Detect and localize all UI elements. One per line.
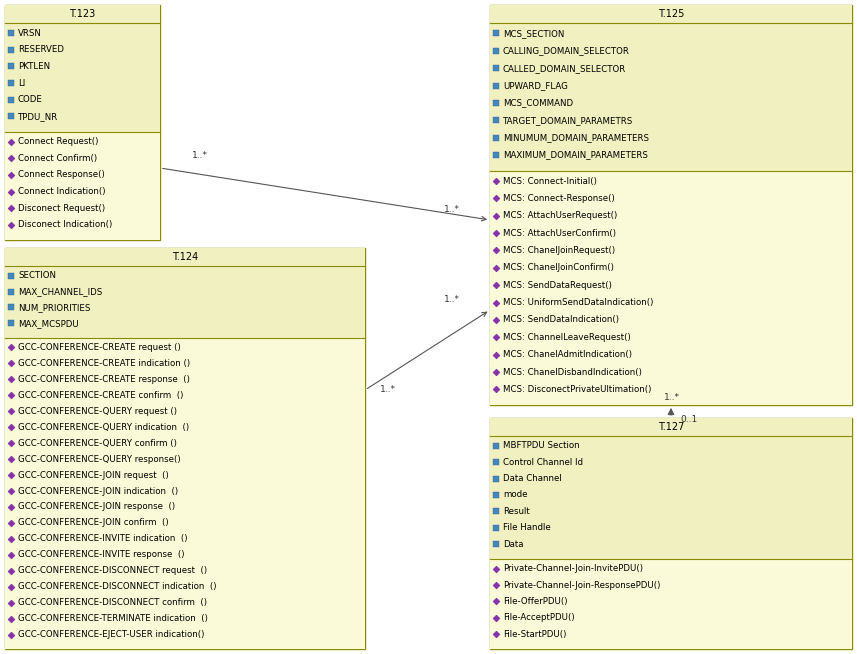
Text: MCS_SECTION: MCS_SECTION bbox=[503, 29, 565, 38]
Text: GCC-CONFERENCE-QUERY request (): GCC-CONFERENCE-QUERY request () bbox=[18, 407, 177, 416]
Text: MCS: ChanelAdmitIndication(): MCS: ChanelAdmitIndication() bbox=[503, 350, 632, 359]
Text: GCC-CONFERENCE-DISCONNECT confirm  (): GCC-CONFERENCE-DISCONNECT confirm () bbox=[18, 598, 207, 607]
Bar bbox=[490, 171, 852, 405]
Text: MCS: DisconectPrivateUltimation(): MCS: DisconectPrivateUltimation() bbox=[503, 385, 651, 394]
Text: VRSN: VRSN bbox=[18, 29, 42, 37]
Text: MCS: ChanelJoinRequest(): MCS: ChanelJoinRequest() bbox=[503, 246, 615, 255]
Text: CODE: CODE bbox=[18, 95, 43, 104]
Text: MCS_COMMAND: MCS_COMMAND bbox=[503, 98, 573, 107]
Text: 0..1: 0..1 bbox=[680, 415, 698, 424]
Text: GCC-CONFERENCE-QUERY confirm (): GCC-CONFERENCE-QUERY confirm () bbox=[18, 439, 177, 447]
Text: UPWARD_FLAG: UPWARD_FLAG bbox=[503, 81, 568, 90]
Text: MCS: SendDataIndication(): MCS: SendDataIndication() bbox=[503, 315, 619, 324]
Bar bbox=[5, 248, 365, 266]
Text: Data Channel: Data Channel bbox=[503, 474, 561, 483]
Text: GCC-CONFERENCE-DISCONNECT indication  (): GCC-CONFERENCE-DISCONNECT indication () bbox=[18, 582, 217, 591]
Text: GCC-CONFERENCE-JOIN indication  (): GCC-CONFERENCE-JOIN indication () bbox=[18, 487, 178, 496]
Text: MCS: ChanelDisbandIndication(): MCS: ChanelDisbandIndication() bbox=[503, 368, 642, 377]
Text: MCS: SendDataRequest(): MCS: SendDataRequest() bbox=[503, 281, 612, 290]
Text: File-AcceptPDU(): File-AcceptPDU() bbox=[503, 613, 575, 623]
Text: MINUMUM_DOMAIN_PARAMETERS: MINUMUM_DOMAIN_PARAMETERS bbox=[503, 133, 649, 142]
Bar bbox=[5, 338, 365, 649]
Bar bbox=[5, 23, 160, 131]
Bar bbox=[5, 131, 160, 240]
Text: File-OfferPDU(): File-OfferPDU() bbox=[503, 597, 567, 606]
Text: NUM_PRIORITIES: NUM_PRIORITIES bbox=[18, 303, 90, 312]
Bar bbox=[490, 559, 852, 649]
Text: GCC-CONFERENCE-JOIN request  (): GCC-CONFERENCE-JOIN request () bbox=[18, 471, 169, 479]
Text: MBFTPDU Section: MBFTPDU Section bbox=[503, 441, 579, 451]
Text: TARGET_DOMAIN_PARAMETRS: TARGET_DOMAIN_PARAMETRS bbox=[503, 116, 633, 125]
Text: Disconect Indication(): Disconect Indication() bbox=[18, 220, 112, 230]
Text: GCC-CONFERENCE-CREATE response  (): GCC-CONFERENCE-CREATE response () bbox=[18, 375, 190, 384]
Text: MCS: AttachUserRequest(): MCS: AttachUserRequest() bbox=[503, 211, 617, 220]
Text: File Handle: File Handle bbox=[503, 523, 551, 532]
Text: Connect Indication(): Connect Indication() bbox=[18, 187, 105, 196]
Text: 1..*: 1..* bbox=[380, 385, 396, 394]
Bar bbox=[490, 418, 852, 436]
Bar bbox=[5, 266, 365, 338]
Text: 1..*: 1..* bbox=[444, 296, 460, 305]
Text: Connect Confirm(): Connect Confirm() bbox=[18, 154, 97, 163]
Text: TPDU_NR: TPDU_NR bbox=[18, 112, 58, 121]
Text: GCC-CONFERENCE-JOIN response  (): GCC-CONFERENCE-JOIN response () bbox=[18, 502, 175, 511]
Text: GCC-CONFERENCE-QUERY indication  (): GCC-CONFERENCE-QUERY indication () bbox=[18, 422, 189, 432]
Text: GCC-CONFERENCE-INVITE response  (): GCC-CONFERENCE-INVITE response () bbox=[18, 551, 184, 559]
Text: MCS: ChannelLeaveRequest(): MCS: ChannelLeaveRequest() bbox=[503, 333, 631, 342]
Text: CALLED_DOMAIN_SELECTOR: CALLED_DOMAIN_SELECTOR bbox=[503, 63, 626, 73]
Text: SECTION: SECTION bbox=[18, 271, 56, 280]
Text: Private-Channel-Join-ResponsePDU(): Private-Channel-Join-ResponsePDU() bbox=[503, 581, 661, 590]
Text: CALLING_DOMAIN_SELECTOR: CALLING_DOMAIN_SELECTOR bbox=[503, 46, 630, 56]
Text: Result: Result bbox=[503, 507, 530, 516]
Text: LI: LI bbox=[18, 78, 25, 88]
Text: Private-Channel-Join-InvitePDU(): Private-Channel-Join-InvitePDU() bbox=[503, 564, 643, 573]
Text: 1..*: 1..* bbox=[664, 394, 680, 402]
Text: GCC-CONFERENCE-INVITE indication  (): GCC-CONFERENCE-INVITE indication () bbox=[18, 534, 188, 543]
Text: GCC-CONFERENCE-TERMINATE indication  (): GCC-CONFERENCE-TERMINATE indication () bbox=[18, 614, 208, 623]
Text: MAX_MCSPDU: MAX_MCSPDU bbox=[18, 319, 79, 328]
Text: File-StartPDU(): File-StartPDU() bbox=[503, 630, 566, 639]
Text: mode: mode bbox=[503, 490, 528, 500]
Text: 1..*: 1..* bbox=[192, 150, 208, 160]
Text: GCC-CONFERENCE-CREATE indication (): GCC-CONFERENCE-CREATE indication () bbox=[18, 359, 190, 368]
Bar bbox=[490, 5, 852, 23]
Text: MCS: ChanelJoinConfirm(): MCS: ChanelJoinConfirm() bbox=[503, 264, 614, 272]
Text: 1..*: 1..* bbox=[444, 205, 460, 215]
Bar bbox=[490, 5, 852, 405]
Text: MAXIMUM_DOMAIN_PARAMETERS: MAXIMUM_DOMAIN_PARAMETERS bbox=[503, 150, 648, 160]
Text: Connect Response(): Connect Response() bbox=[18, 171, 105, 179]
Text: GCC-CONFERENCE-CREATE confirm  (): GCC-CONFERENCE-CREATE confirm () bbox=[18, 390, 183, 400]
Text: T.127: T.127 bbox=[658, 422, 684, 432]
Bar bbox=[5, 5, 160, 23]
Bar bbox=[5, 5, 160, 240]
Text: Data: Data bbox=[503, 540, 524, 549]
Text: T.123: T.123 bbox=[69, 9, 96, 19]
Text: PKTLEN: PKTLEN bbox=[18, 62, 50, 71]
Bar bbox=[490, 23, 852, 171]
Text: T.124: T.124 bbox=[172, 252, 198, 262]
Text: Connect Request(): Connect Request() bbox=[18, 137, 99, 146]
Text: GCC-CONFERENCE-JOIN confirm  (): GCC-CONFERENCE-JOIN confirm () bbox=[18, 519, 169, 527]
Text: GCC-CONFERENCE-CREATE request (): GCC-CONFERENCE-CREATE request () bbox=[18, 343, 181, 352]
Text: GCC-CONFERENCE-QUERY response(): GCC-CONFERENCE-QUERY response() bbox=[18, 455, 181, 464]
Text: MAX_CHANNEL_IDS: MAX_CHANNEL_IDS bbox=[18, 287, 102, 296]
Text: GCC-CONFERENCE-DISCONNECT request  (): GCC-CONFERENCE-DISCONNECT request () bbox=[18, 566, 207, 576]
Bar bbox=[5, 248, 365, 649]
Text: MCS: Connect-Initial(): MCS: Connect-Initial() bbox=[503, 177, 596, 186]
Text: Control Channel Id: Control Channel Id bbox=[503, 458, 583, 467]
Text: MCS: Connect-Response(): MCS: Connect-Response() bbox=[503, 194, 614, 203]
Text: RESERVED: RESERVED bbox=[18, 45, 64, 54]
Bar bbox=[490, 418, 852, 649]
Bar bbox=[490, 436, 852, 559]
Text: MCS: AttachUserConfirm(): MCS: AttachUserConfirm() bbox=[503, 229, 616, 237]
Text: T.125: T.125 bbox=[658, 9, 684, 19]
Text: MCS: UniformSendDataIndication(): MCS: UniformSendDataIndication() bbox=[503, 298, 653, 307]
Text: Disconect Request(): Disconect Request() bbox=[18, 204, 105, 213]
Text: GCC-CONFERENCE-EJECT-USER indication(): GCC-CONFERENCE-EJECT-USER indication() bbox=[18, 630, 204, 639]
